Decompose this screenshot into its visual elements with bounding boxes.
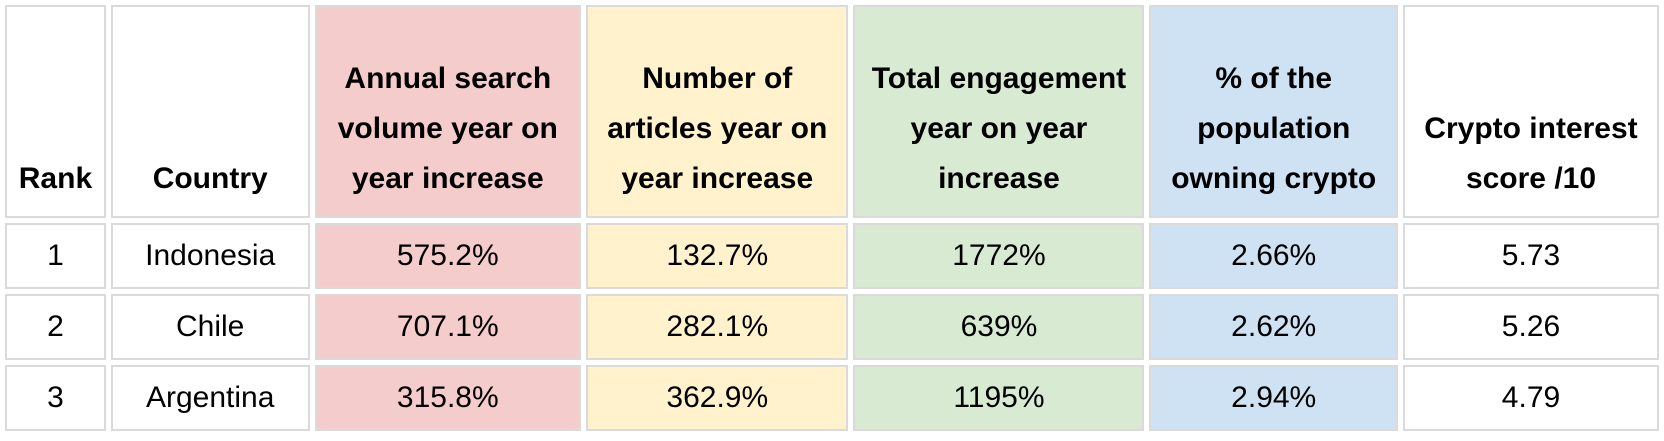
header-row: Rank Country Annual search volume year o… — [5, 5, 1659, 218]
articles-cell: 132.7% — [586, 223, 849, 289]
header-population-owning: % of the population owning crypto — [1149, 5, 1398, 218]
population-owning-cell: 2.66% — [1149, 223, 1398, 289]
articles-cell: 282.1% — [586, 294, 849, 360]
population-owning-cell: 2.94% — [1149, 365, 1398, 431]
population-owning-cell: 2.62% — [1149, 294, 1398, 360]
interest-score-cell: 4.79 — [1402, 365, 1659, 431]
rank-cell: 3 — [5, 365, 106, 431]
table-row: 1 Indonesia 575.2% 132.7% 1772% 2.66% 5.… — [5, 223, 1659, 289]
header-interest-score: Crypto interest score /10 — [1402, 5, 1659, 218]
engagement-cell: 1195% — [853, 365, 1145, 431]
country-cell: Argentina — [110, 365, 310, 431]
engagement-cell: 639% — [853, 294, 1145, 360]
header-rank: Rank — [5, 5, 106, 218]
interest-score-cell: 5.26 — [1402, 294, 1659, 360]
rank-cell: 1 — [5, 223, 106, 289]
header-engagement: Total engagement year on year increase — [853, 5, 1145, 218]
search-volume-cell: 315.8% — [314, 365, 582, 431]
country-cell: Chile — [110, 294, 310, 360]
header-country: Country — [110, 5, 310, 218]
articles-cell: 362.9% — [586, 365, 849, 431]
header-articles: Number of articles year on year increase — [586, 5, 849, 218]
search-volume-cell: 707.1% — [314, 294, 582, 360]
search-volume-cell: 575.2% — [314, 223, 582, 289]
header-search-volume: Annual search volume year on year increa… — [314, 5, 582, 218]
engagement-cell: 1772% — [853, 223, 1145, 289]
table-row: 2 Chile 707.1% 282.1% 639% 2.62% 5.26 — [5, 294, 1659, 360]
country-cell: Indonesia — [110, 223, 310, 289]
rank-cell: 2 — [5, 294, 106, 360]
table-row: 3 Argentina 315.8% 362.9% 1195% 2.94% 4.… — [5, 365, 1659, 431]
interest-score-cell: 5.73 — [1402, 223, 1659, 289]
